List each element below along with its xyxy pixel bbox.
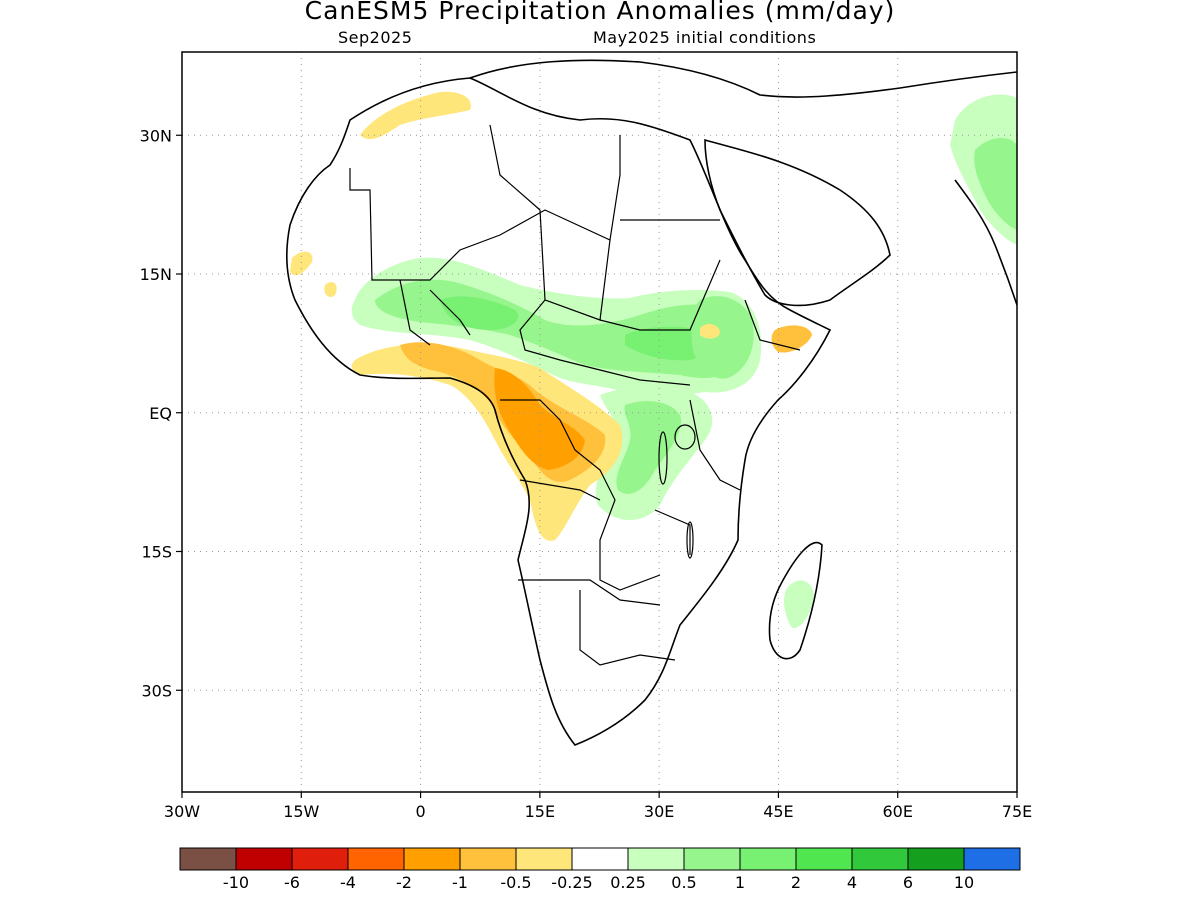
colorbar-swatch <box>403 847 461 871</box>
coastlines <box>285 59 1017 746</box>
morocco-dry-region <box>360 91 471 140</box>
lon-tick-label: 15E <box>525 802 555 821</box>
sahel-wet-strong-1 <box>440 296 519 330</box>
colorbar-swatch <box>571 847 629 871</box>
colorbar-label: -0.5 <box>500 873 531 892</box>
guinea-dry-spot <box>324 282 337 297</box>
colorbar-swatch <box>235 847 293 871</box>
lon-tick-label: 15W <box>283 802 319 821</box>
india-wet-core <box>974 138 1017 230</box>
lon-tick-label: 75E <box>1002 802 1032 821</box>
country-borders <box>349 124 801 666</box>
map-axes: 30W 15W 0 15E 30E 45E 60E 75E 30N 15N EQ 15S 30S <box>140 126 1033 821</box>
colorbar-swatch <box>907 847 965 871</box>
colorbar-label: -2 <box>396 873 412 892</box>
colorbar-swatch <box>795 847 853 871</box>
anomaly-shading <box>290 91 1017 629</box>
colorbar-swatch <box>963 847 1021 871</box>
arabian-peninsula-coastline <box>704 138 891 307</box>
colorbar-label: 0.25 <box>610 873 646 892</box>
india-coastline <box>954 179 1017 306</box>
lon-tick-label: 45E <box>763 802 793 821</box>
colorbar-swatch <box>683 847 741 871</box>
mediterranean-coast <box>469 59 1017 98</box>
ethiopia-wet-region <box>691 296 754 379</box>
colorbar-label: 4 <box>847 873 857 892</box>
colorbar-label: 6 <box>903 873 913 892</box>
lon-tick-label: 30W <box>164 802 200 821</box>
colorbar: -10 -6 -4 -2 -1 -0.5 -0.25 0.25 0.5 1 2 4 6 10 <box>179 847 1021 892</box>
colorbar-label: -0.25 <box>551 873 592 892</box>
senegal-dry-spot <box>290 251 313 276</box>
central-africa-dry-region <box>351 344 623 541</box>
africa-coastline <box>285 77 832 746</box>
colorbar-label: -6 <box>284 873 300 892</box>
colorbar-label: 1 <box>735 873 745 892</box>
sahel-wet-strong-2 <box>625 326 709 361</box>
colorbar-swatch <box>291 847 349 871</box>
lon-tick-label: 0 <box>415 802 425 821</box>
lon-tick-label: 60E <box>882 802 912 821</box>
great-lakes-wet-core <box>616 401 681 494</box>
lat-tick-label: 30N <box>140 126 172 145</box>
colorbar-swatch <box>459 847 517 871</box>
colorbar-swatch <box>851 847 909 871</box>
map-title: CanESM5 Precipitation Anomalies (mm/day) <box>304 0 896 25</box>
lat-tick-label: 30S <box>141 681 172 700</box>
colorbar-label: -10 <box>223 873 249 892</box>
lat-tick-label: 15S <box>141 543 172 562</box>
colorbar-label: -1 <box>452 873 468 892</box>
ethiopia-dry-spot <box>700 323 720 339</box>
colorbar-swatch <box>627 847 685 871</box>
forecast-month: Sep2025 <box>338 28 413 47</box>
initial-conditions: May2025 initial conditions <box>593 28 817 47</box>
colorbar-label: 0.5 <box>671 873 696 892</box>
colorbar-label: -4 <box>340 873 356 892</box>
lat-tick-label: 15N <box>140 265 172 284</box>
colorbar-swatch <box>179 847 237 871</box>
colorbar-label: 10 <box>954 873 974 892</box>
colorbar-swatch <box>739 847 797 871</box>
colorbar-swatch <box>515 847 573 871</box>
madagascar-coastline <box>768 542 823 660</box>
lat-tick-label: EQ <box>149 404 172 423</box>
colorbar-label: 2 <box>791 873 801 892</box>
map-frame <box>181 51 1018 793</box>
colorbar-swatch <box>347 847 405 871</box>
madagascar-wet-region <box>784 580 814 629</box>
lakes <box>658 424 696 559</box>
lon-tick-label: 30E <box>644 802 674 821</box>
